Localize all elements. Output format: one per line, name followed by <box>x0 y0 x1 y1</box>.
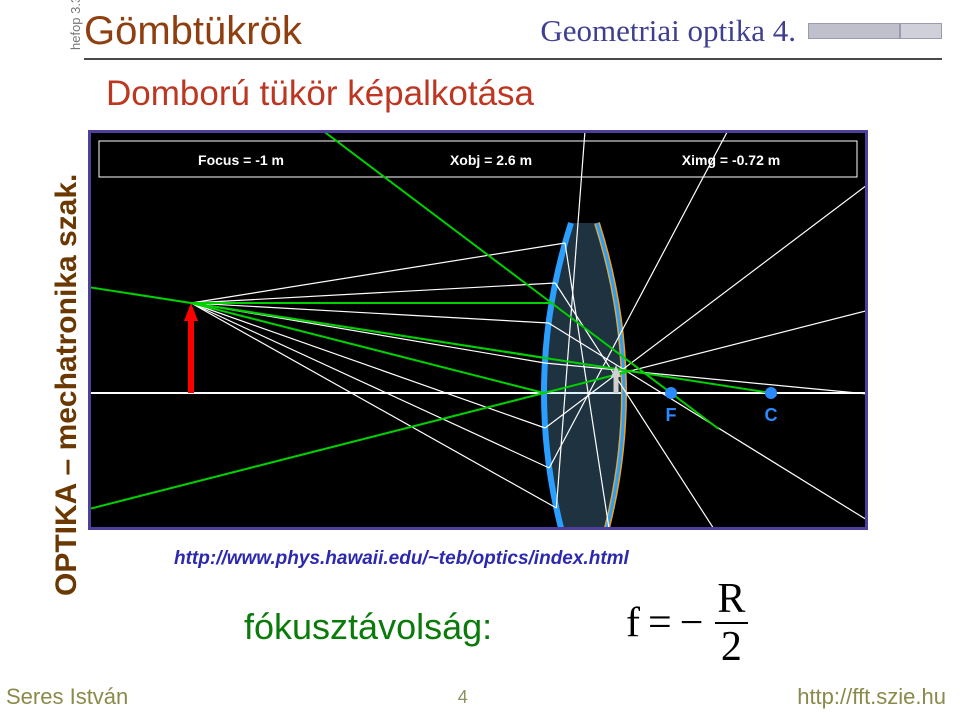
simulation-svg: Focus = -1 m Xobj = 2.6 m Ximg = -0.72 m F C <box>91 133 865 527</box>
deco-box-a <box>808 23 900 39</box>
subtitle: Domború tükör képalkotása <box>106 74 534 114</box>
focus-label: fókusztávolság: <box>244 606 492 648</box>
vertical-label-optika: OPTIKA – mechatronika szak. <box>50 174 84 596</box>
vertical-brand: hefop 3.3.1. <box>68 0 83 50</box>
formula-num: R <box>711 578 751 622</box>
formula-eq: = <box>648 599 672 647</box>
title-row: Gömbtükrök Geometriai optika 4. <box>84 4 942 58</box>
page-footer: Seres István 4 http://fft.szie.hu <box>0 684 960 710</box>
page: hefop 3.3.1. OPTIKA – mechatronika szak.… <box>0 0 960 716</box>
footer-page-number: 4 <box>458 687 468 708</box>
deco-box-b <box>900 23 942 39</box>
reference-url: http://www.phys.hawaii.edu/~teb/optics/i… <box>174 548 629 570</box>
svg-text:Focus = -1 m: Focus = -1 m <box>198 152 284 168</box>
page-chapter: Geometriai optika 4. <box>540 13 796 49</box>
footer-url: http://fft.szie.hu <box>797 684 946 710</box>
simulation-diagram: Focus = -1 m Xobj = 2.6 m Ximg = -0.72 m F C <box>88 130 868 530</box>
formula-neg: − <box>680 599 704 647</box>
svg-text:C: C <box>765 405 778 425</box>
formula-den: 2 <box>715 622 748 668</box>
footer-author: Seres István <box>6 684 128 710</box>
page-title: Gömbtükrök <box>84 9 302 54</box>
formula-fraction: R 2 <box>711 578 751 668</box>
title-underline <box>84 58 942 60</box>
formula: f = − R 2 <box>626 578 751 668</box>
formula-row: http://www.phys.hawaii.edu/~teb/optics/i… <box>84 560 942 670</box>
svg-text:F: F <box>666 405 677 425</box>
formula-lhs: f <box>626 599 640 647</box>
svg-text:Ximg = -0.72 m: Ximg = -0.72 m <box>682 152 780 168</box>
decorative-boxes <box>808 23 942 39</box>
title-right-wrap: Geometriai optika 4. <box>540 13 942 49</box>
svg-text:Xobj = 2.6 m: Xobj = 2.6 m <box>450 152 532 168</box>
